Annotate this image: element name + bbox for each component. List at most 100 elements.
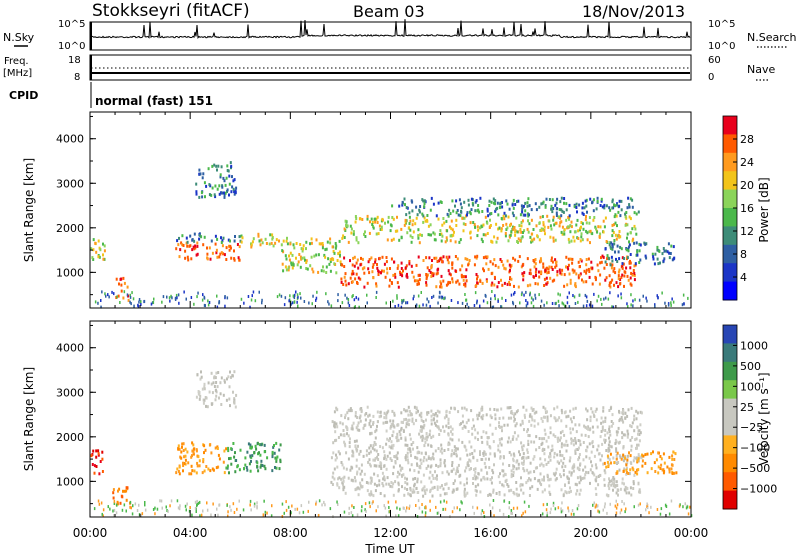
range-time-cell: [138, 513, 141, 517]
range-time-cell: [525, 290, 527, 294]
range-time-cell: [283, 511, 285, 515]
range-time-cell: [369, 419, 372, 423]
range-time-cell: [402, 473, 405, 477]
range-time-cell: [308, 301, 310, 305]
range-time-cell: [482, 475, 485, 479]
range-time-cell: [333, 467, 336, 471]
range-time-cell: [405, 417, 407, 421]
range-time-cell: [493, 201, 495, 205]
range-time-cell: [571, 257, 574, 261]
range-time-cell: [202, 460, 205, 464]
range-time-cell: [652, 257, 655, 261]
range-time-cell: [366, 405, 369, 409]
range-time-cell: [633, 414, 636, 418]
range-time-cell: [324, 255, 327, 259]
range-time-cell: [629, 276, 632, 280]
range-time-cell: [524, 201, 527, 205]
range-time-cell: [427, 455, 430, 459]
range-time-cell: [560, 419, 563, 423]
range-time-cell: [488, 492, 491, 496]
range-time-cell: [469, 459, 472, 463]
range-time-cell: [276, 295, 279, 299]
range-time-cell: [433, 256, 436, 260]
range-time-cell: [129, 505, 131, 509]
range-time-cell: [608, 479, 611, 483]
range-time-cell: [428, 256, 431, 260]
range-time-cell: [466, 213, 468, 217]
range-time-cell: [449, 234, 452, 238]
range-time-cell: [331, 475, 334, 479]
range-time-cell: [201, 195, 204, 199]
range-time-cell: [603, 438, 606, 442]
range-time-cell: [507, 416, 510, 420]
range-time-cell: [373, 472, 376, 476]
range-time-cell: [603, 225, 606, 229]
range-time-cell: [553, 451, 556, 455]
range-time-cell: [500, 278, 502, 282]
range-time-cell: [246, 468, 249, 472]
range-time-cell: [330, 456, 333, 460]
range-time-cell: [190, 455, 193, 459]
range-time-cell: [380, 227, 383, 231]
range-time-cell: [543, 448, 546, 452]
range-time-cell: [530, 238, 533, 242]
range-time-cell: [340, 277, 343, 281]
range-time-cell: [256, 465, 259, 468]
power-ylabel: Slant Range [km]: [22, 158, 36, 262]
range-time-cell: [384, 506, 387, 510]
range-time-cell: [472, 418, 475, 422]
range-time-cell: [534, 258, 537, 261]
range-time-cell: [560, 488, 563, 492]
range-time-cell: [623, 467, 626, 471]
range-time-cell: [613, 283, 615, 287]
range-time-cell: [205, 465, 208, 468]
range-time-cell: [599, 261, 602, 265]
range-time-cell: [409, 504, 411, 508]
range-time-cell: [299, 255, 302, 259]
range-time-cell: [574, 302, 577, 305]
range-time-cell: [349, 437, 351, 441]
range-time-cell: [392, 493, 395, 497]
freq-tick-top: 18: [68, 55, 81, 66]
range-time-cell: [539, 481, 542, 485]
range-time-cell: [372, 226, 375, 230]
range-time-cell: [418, 208, 421, 212]
range-time-cell: [223, 179, 226, 183]
range-time-cell: [564, 464, 567, 468]
range-time-cell: [451, 438, 454, 442]
range-time-cell: [411, 200, 414, 204]
range-time-cell: [570, 441, 573, 445]
range-time-cell: [120, 494, 123, 498]
range-time-cell: [422, 459, 425, 463]
range-time-cell: [629, 438, 632, 442]
range-time-cell: [665, 249, 668, 253]
range-time-cell: [447, 448, 450, 451]
range-time-cell: [554, 258, 557, 262]
range-time-cell: [372, 224, 374, 228]
range-time-cell: [119, 301, 121, 304]
range-time-cell: [297, 304, 299, 308]
range-time-cell: [464, 493, 467, 497]
range-time-cell: [659, 467, 662, 470]
range-time-cell: [586, 210, 588, 214]
range-time-cell: [309, 242, 311, 246]
range-time-cell: [508, 451, 511, 454]
range-time-cell: [217, 465, 220, 469]
range-time-cell: [645, 508, 647, 512]
range-time-cell: [428, 269, 431, 272]
range-time-cell: [644, 453, 647, 457]
range-time-cell: [481, 405, 484, 409]
range-time-cell: [413, 484, 416, 488]
range-time-cell: [342, 234, 345, 238]
range-time-cell: [511, 437, 514, 441]
range-time-cell: [181, 243, 184, 247]
range-time-cell: [547, 225, 550, 229]
range-time-cell: [383, 457, 386, 461]
range-time-cell: [626, 256, 629, 260]
range-time-cell: [670, 463, 673, 467]
range-time-cell: [550, 265, 553, 269]
range-time-cell: [120, 289, 123, 293]
range-time-cell: [358, 452, 361, 456]
range-time-cell: [415, 486, 418, 490]
range-time-cell: [671, 472, 674, 475]
